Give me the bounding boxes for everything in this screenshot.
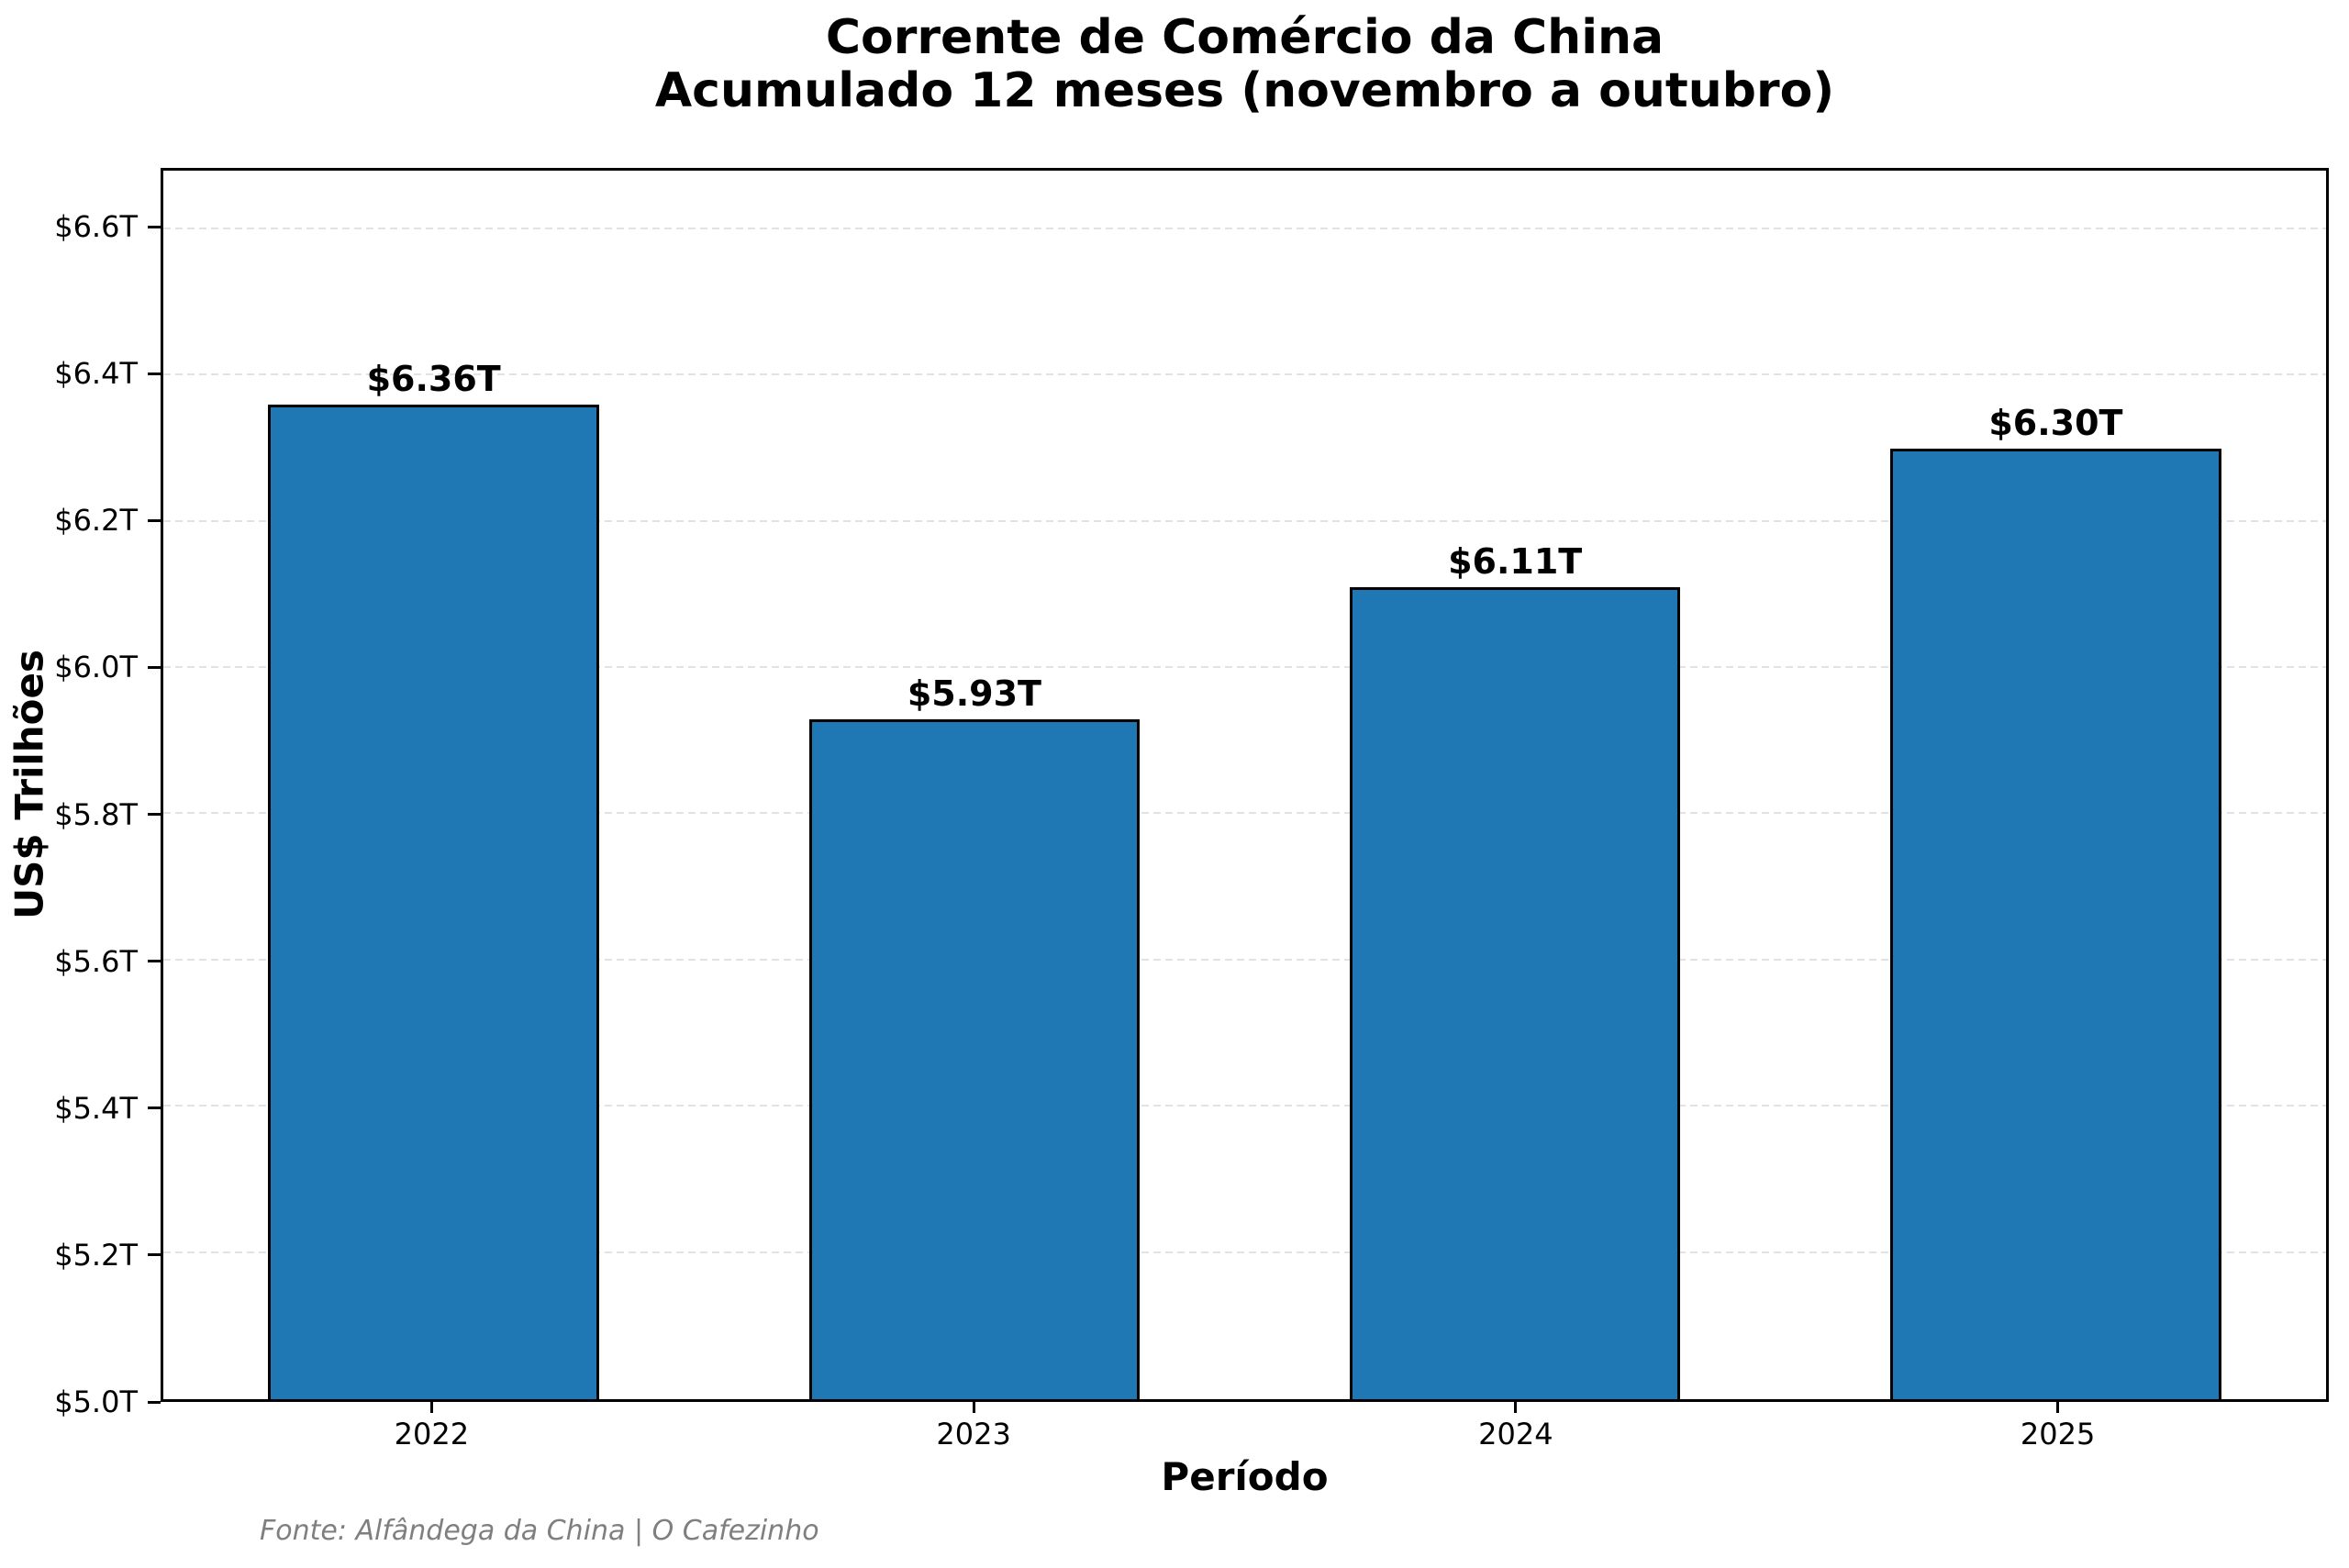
- y-tick-mark: [148, 225, 161, 228]
- y-tick-mark: [148, 1253, 161, 1257]
- plot-area: $6.36T $5.93T $6.11T $6.30T: [161, 168, 2329, 1402]
- x-tick-label: 2022: [394, 1417, 470, 1451]
- y-tick-label: $6.2T: [54, 503, 138, 539]
- x-tick-mark: [1514, 1402, 1518, 1413]
- bar-value-label: $6.36T: [366, 359, 501, 400]
- bar-value-label: $6.11T: [1448, 541, 1583, 583]
- y-gridline: [163, 1105, 2326, 1107]
- y-tick-label: $6.4T: [54, 356, 138, 392]
- y-gridline: [163, 519, 2326, 522]
- y-gridline: [163, 1251, 2326, 1253]
- y-tick-mark: [148, 813, 161, 817]
- bar-2024: [1349, 587, 1681, 1399]
- y-tick-label: $5.8T: [54, 796, 138, 832]
- y-tick-label: $5.2T: [54, 1237, 138, 1273]
- x-tick-label: 2024: [1478, 1417, 1553, 1451]
- y-gridline: [163, 812, 2326, 815]
- bar-2023: [808, 718, 1141, 1399]
- y-gridline: [163, 665, 2326, 668]
- chart-title-line2: Acumulado 12 meses (novembro a outubro): [654, 63, 1835, 118]
- y-gridline: [163, 373, 2326, 376]
- x-tick-label: 2023: [936, 1417, 1011, 1451]
- y-tick-mark: [148, 372, 161, 375]
- y-tick-mark: [148, 1106, 161, 1110]
- x-tick-mark: [972, 1402, 975, 1413]
- y-tick-label: $5.0T: [54, 1385, 138, 1419]
- y-tick-mark: [148, 665, 161, 669]
- y-gridline: [163, 958, 2326, 961]
- bar-2022: [268, 405, 599, 1399]
- x-tick-label: 2025: [2020, 1417, 2096, 1451]
- x-axis-title: Período: [1161, 1454, 1329, 1499]
- y-tick-label: $6.0T: [54, 650, 138, 685]
- y-gridline: [163, 227, 2326, 229]
- y-tick-label: $5.4T: [54, 1090, 138, 1126]
- y-tick-mark: [148, 960, 161, 963]
- x-tick-mark: [2056, 1402, 2060, 1413]
- chart-title: Corrente de Comércio da China Acumulado …: [161, 11, 2329, 117]
- y-tick-mark: [148, 518, 161, 522]
- y-tick-label: $5.6T: [54, 943, 138, 979]
- x-tick-mark: [429, 1402, 433, 1413]
- bar-value-label: $6.30T: [1988, 402, 2123, 443]
- y-tick-label: $6.6T: [54, 209, 138, 245]
- y-tick-mark: [148, 1400, 161, 1404]
- bar-2025: [1890, 448, 2221, 1399]
- source-note: Fonte: Alfândega da China | O Cafezinho: [260, 1515, 819, 1547]
- chart-title-line1: Corrente de Comércio da China: [825, 10, 1664, 65]
- bar-value-label: $5.93T: [907, 673, 1041, 714]
- y-axis-title: US$ Trilhões: [6, 650, 52, 919]
